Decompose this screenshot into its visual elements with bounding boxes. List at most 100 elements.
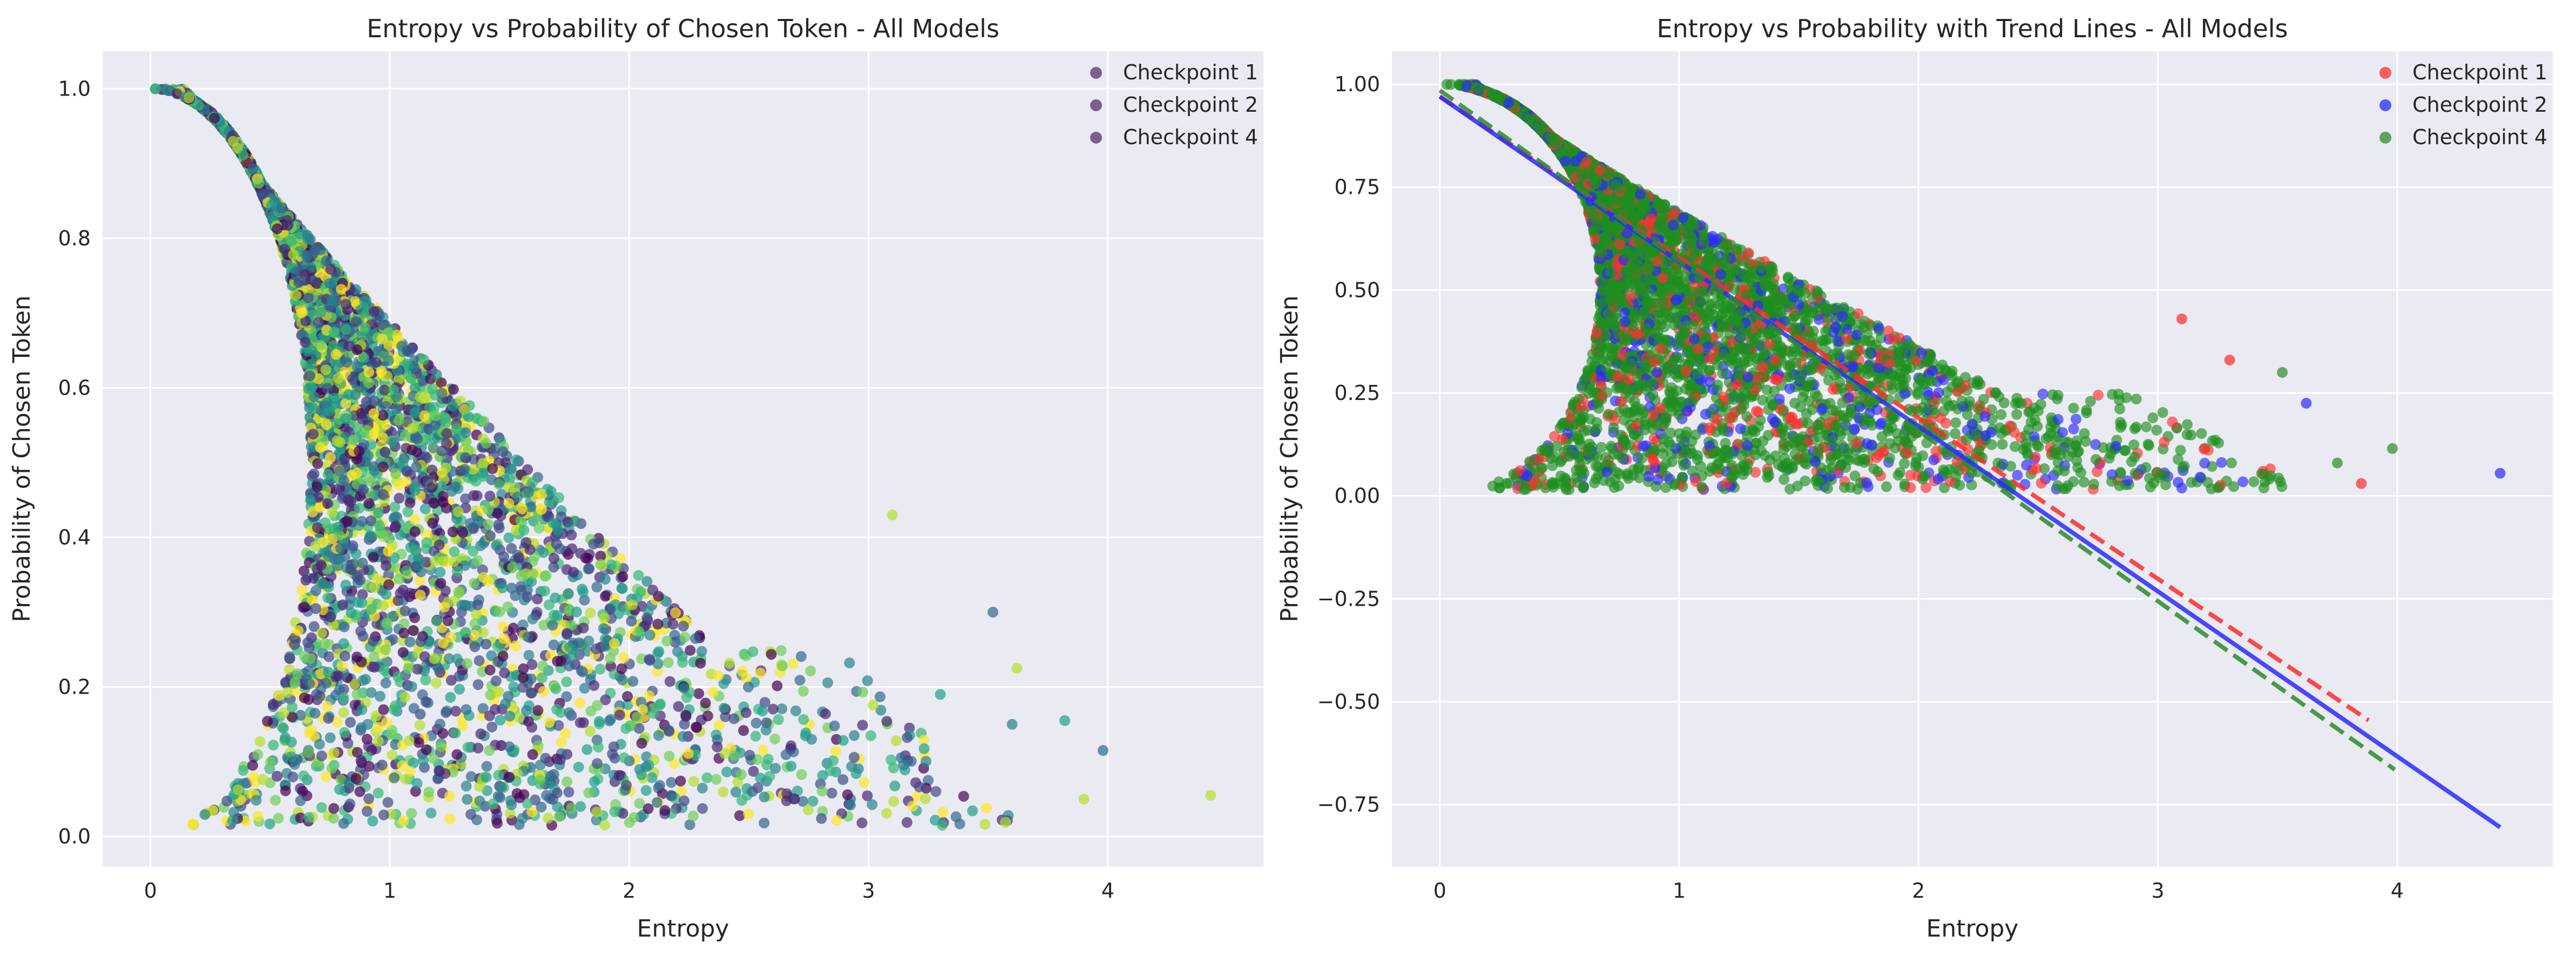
- data-point: [209, 113, 220, 124]
- data-point: [633, 570, 644, 581]
- data-point: [428, 754, 439, 764]
- data-point: [350, 389, 361, 400]
- data-point: [471, 609, 482, 620]
- data-point: [493, 479, 504, 490]
- data-point: [637, 738, 647, 749]
- data-point: [308, 429, 319, 439]
- data-point: [653, 646, 664, 657]
- data-point: [316, 628, 327, 639]
- data-point: [377, 489, 388, 500]
- data-point: [452, 654, 463, 665]
- data-point: [1000, 817, 1011, 828]
- data-point: [289, 639, 300, 650]
- data-point: [548, 518, 559, 528]
- data-point: [817, 770, 828, 781]
- data-point: [443, 615, 454, 626]
- data-point: [608, 741, 619, 752]
- x-tick-label: 0: [144, 879, 157, 903]
- data-point: [564, 707, 574, 718]
- data-point: [528, 614, 538, 625]
- data-point: [627, 599, 638, 610]
- data-point: [262, 716, 273, 727]
- data-point: [454, 587, 464, 598]
- data-point: [415, 720, 425, 730]
- data-point: [483, 504, 493, 515]
- data-point: [566, 803, 577, 813]
- data-point: [474, 781, 485, 792]
- data-point: [373, 722, 384, 733]
- data-point: [593, 742, 604, 752]
- data-point: [450, 706, 461, 716]
- data-point: [360, 674, 371, 684]
- data-point: [388, 384, 399, 395]
- data-point: [409, 703, 420, 714]
- data-point: [805, 666, 816, 676]
- data-point: [677, 657, 688, 668]
- x-tick-label: 1: [383, 879, 396, 903]
- data-point: [549, 640, 559, 650]
- data-point: [354, 446, 364, 457]
- data-point: [459, 464, 470, 474]
- data-point: [702, 710, 713, 721]
- data-point: [410, 526, 421, 537]
- data-point: [448, 401, 458, 412]
- data-point: [341, 324, 351, 335]
- data-point: [697, 646, 707, 657]
- data-point: [463, 742, 474, 752]
- data-point: [363, 498, 374, 509]
- y-tick-label: 1.0: [58, 77, 91, 100]
- data-point: [781, 749, 792, 760]
- data-point: [340, 580, 351, 591]
- data-point: [465, 809, 476, 820]
- data-point: [403, 663, 414, 674]
- data-point: [448, 526, 458, 537]
- data-point: [315, 340, 326, 351]
- data-point: [751, 717, 762, 728]
- data-point: [420, 675, 431, 686]
- data-point: [466, 771, 477, 782]
- outlier-point: [1098, 745, 1108, 756]
- data-point: [272, 223, 282, 234]
- data-point: [438, 638, 449, 648]
- data-point: [187, 819, 198, 830]
- data-point: [303, 748, 314, 758]
- data-point: [380, 645, 391, 655]
- data-point: [1950, 417, 1961, 428]
- data-point: [265, 757, 276, 768]
- data-point: [643, 803, 654, 814]
- data-point: [441, 463, 451, 473]
- data-point: [498, 446, 509, 457]
- data-point: [469, 641, 480, 652]
- data-point: [757, 706, 768, 716]
- data-point: [554, 811, 565, 822]
- data-point: [475, 729, 486, 740]
- data-point: [410, 485, 421, 496]
- data-point: [728, 714, 739, 724]
- data-point: [688, 811, 699, 822]
- data-point: [594, 716, 605, 727]
- data-point: [370, 357, 381, 368]
- data-point: [409, 362, 420, 372]
- data-point: [493, 519, 504, 530]
- data-point: [431, 369, 442, 380]
- data-point: [545, 771, 556, 782]
- data-point: [381, 677, 391, 688]
- data-point: [570, 516, 580, 527]
- data-point: [599, 820, 610, 831]
- data-point: [353, 597, 363, 608]
- data-point: [436, 741, 447, 752]
- data-point: [304, 727, 315, 738]
- data-point: [487, 463, 498, 474]
- data-point: [381, 560, 391, 571]
- data-point: [430, 420, 441, 431]
- data-point: [394, 415, 404, 426]
- data-point: [415, 636, 426, 647]
- data-point: [748, 646, 759, 657]
- data-point: [253, 811, 263, 822]
- data-point: [383, 355, 394, 366]
- data-point: [474, 655, 485, 666]
- data-point: [795, 675, 806, 686]
- data-point: [374, 520, 385, 531]
- data-point: [430, 410, 441, 421]
- data-point: [667, 619, 678, 629]
